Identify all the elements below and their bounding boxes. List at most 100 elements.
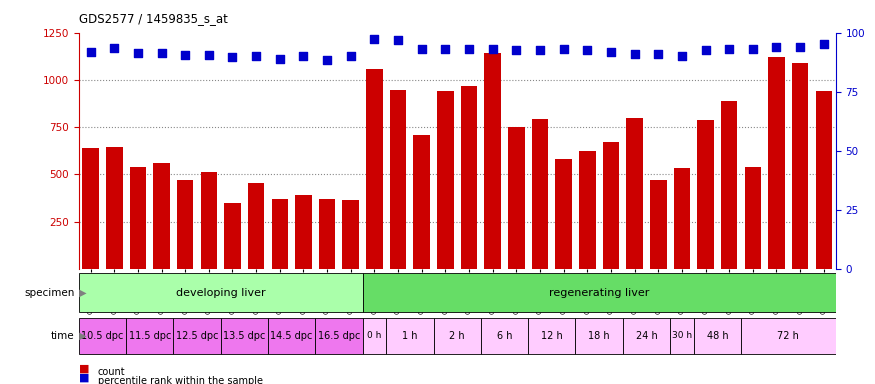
Bar bbox=[389, 90, 406, 269]
Point bbox=[462, 46, 476, 52]
Text: 2 h: 2 h bbox=[450, 331, 465, 341]
Text: 14.5 dpc: 14.5 dpc bbox=[270, 331, 312, 341]
Bar bbox=[315, 318, 362, 354]
Point bbox=[769, 44, 783, 50]
Text: 12.5 dpc: 12.5 dpc bbox=[176, 331, 218, 341]
Bar bbox=[745, 167, 761, 269]
Point bbox=[131, 50, 145, 56]
Point bbox=[249, 53, 263, 60]
Bar bbox=[528, 318, 576, 354]
Text: 24 h: 24 h bbox=[635, 331, 657, 341]
Bar bbox=[153, 163, 170, 269]
Bar bbox=[433, 318, 481, 354]
Text: 72 h: 72 h bbox=[777, 331, 799, 341]
Text: 12 h: 12 h bbox=[541, 331, 563, 341]
Bar bbox=[79, 318, 126, 354]
Text: regenerating liver: regenerating liver bbox=[549, 288, 649, 298]
Bar bbox=[386, 318, 433, 354]
Text: ■: ■ bbox=[79, 364, 89, 374]
Text: 6 h: 6 h bbox=[497, 331, 512, 341]
Bar bbox=[173, 318, 220, 354]
Text: time: time bbox=[51, 331, 74, 341]
Point bbox=[746, 46, 760, 52]
Point bbox=[793, 44, 807, 50]
Text: count: count bbox=[98, 367, 126, 377]
Bar bbox=[485, 53, 501, 269]
Text: 16.5 dpc: 16.5 dpc bbox=[318, 331, 360, 341]
Bar bbox=[177, 180, 193, 269]
Bar bbox=[532, 119, 549, 269]
Bar bbox=[106, 147, 123, 269]
Bar bbox=[82, 148, 99, 269]
Bar bbox=[438, 91, 453, 269]
Bar bbox=[342, 200, 359, 269]
Bar bbox=[576, 318, 623, 354]
Text: 30 h: 30 h bbox=[672, 331, 692, 341]
Bar bbox=[295, 195, 311, 269]
Bar bbox=[366, 68, 382, 269]
Point bbox=[344, 53, 358, 60]
Bar bbox=[130, 167, 146, 269]
Bar bbox=[362, 318, 386, 354]
Bar bbox=[579, 151, 596, 269]
Text: 0 h: 0 h bbox=[368, 331, 382, 341]
Point bbox=[627, 51, 641, 57]
Point bbox=[273, 56, 287, 62]
Point bbox=[509, 47, 523, 53]
Text: ■: ■ bbox=[79, 373, 89, 383]
Text: developing liver: developing liver bbox=[176, 288, 265, 298]
Point bbox=[320, 57, 334, 63]
Bar bbox=[623, 318, 670, 354]
Bar bbox=[697, 119, 714, 269]
Text: 48 h: 48 h bbox=[706, 331, 728, 341]
Text: GDS2577 / 1459835_s_at: GDS2577 / 1459835_s_at bbox=[79, 12, 228, 25]
Text: percentile rank within the sample: percentile rank within the sample bbox=[98, 376, 263, 384]
Point bbox=[178, 52, 192, 58]
Bar bbox=[650, 180, 667, 269]
Text: 13.5 dpc: 13.5 dpc bbox=[223, 331, 265, 341]
Bar bbox=[362, 273, 836, 312]
Point bbox=[722, 46, 736, 52]
Point bbox=[533, 47, 547, 53]
Bar bbox=[768, 57, 785, 269]
Point bbox=[698, 47, 712, 53]
Point bbox=[604, 48, 618, 55]
Point bbox=[391, 36, 405, 43]
Bar bbox=[318, 199, 335, 269]
Point bbox=[415, 46, 429, 52]
Bar bbox=[556, 159, 572, 269]
Point bbox=[297, 53, 311, 60]
Point bbox=[108, 45, 122, 51]
Bar bbox=[626, 118, 643, 269]
Bar bbox=[670, 318, 694, 354]
Bar bbox=[721, 101, 738, 269]
Bar bbox=[126, 318, 173, 354]
Text: 11.5 dpc: 11.5 dpc bbox=[129, 331, 171, 341]
Text: ▶: ▶ bbox=[76, 288, 87, 298]
Point bbox=[580, 47, 594, 53]
Point bbox=[651, 51, 665, 57]
Bar bbox=[741, 318, 836, 354]
Text: 10.5 dpc: 10.5 dpc bbox=[81, 331, 123, 341]
Bar bbox=[224, 203, 241, 269]
Bar bbox=[413, 135, 430, 269]
Point bbox=[486, 46, 500, 52]
Bar bbox=[271, 199, 288, 269]
Bar bbox=[461, 86, 477, 269]
Point bbox=[155, 50, 169, 56]
Point bbox=[226, 55, 240, 61]
Text: 1 h: 1 h bbox=[402, 331, 417, 341]
Point bbox=[816, 41, 830, 48]
Bar bbox=[220, 318, 268, 354]
Point bbox=[556, 46, 570, 52]
Text: ▶: ▶ bbox=[76, 331, 87, 341]
Text: 18 h: 18 h bbox=[588, 331, 610, 341]
Point bbox=[84, 48, 98, 55]
Bar bbox=[694, 318, 741, 354]
Point bbox=[368, 35, 382, 41]
Bar bbox=[268, 318, 315, 354]
Bar bbox=[508, 127, 525, 269]
Point bbox=[675, 53, 689, 60]
Bar bbox=[674, 168, 690, 269]
Point bbox=[202, 52, 216, 58]
